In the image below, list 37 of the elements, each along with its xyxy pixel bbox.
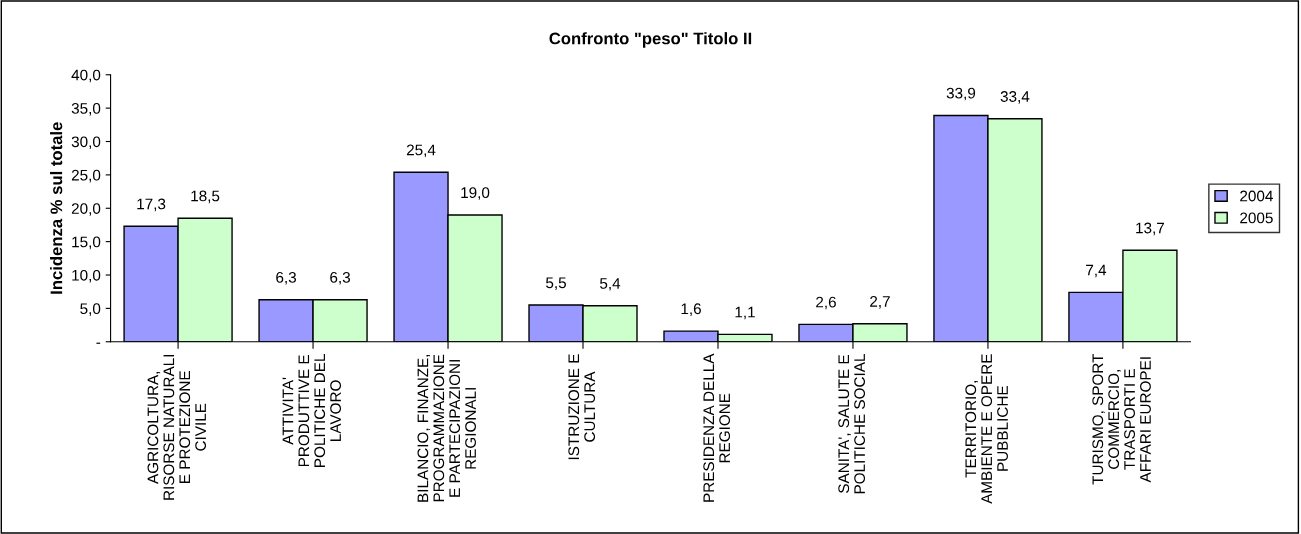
x-tick-label: ATTIVITA' PRODUTTIVE E POLITICHE DEL LAVORO [282, 354, 342, 467]
chart-title: Confronto "peso" Titolo II [549, 32, 752, 48]
y-tick-label: 20,0 [71, 203, 101, 216]
data-label: 5,5 [546, 277, 566, 290]
x-tick-label: SANITA', SALUTE E POLITICHE SOCIAL [838, 354, 866, 494]
data-label: 19,0 [461, 187, 490, 200]
data-label: 7,4 [1086, 264, 1107, 278]
data-label: 2,7 [870, 296, 890, 309]
y-tick-label: 10,0 [72, 269, 101, 283]
x-tick-label: TERRITORIO, AMBIENTE E OPERE PUBBLICHE [965, 354, 1008, 504]
data-label: 33,9 [946, 87, 976, 101]
y-axis-title: Incidenza % sul totale [50, 122, 63, 294]
y-tick-label: 5,0 [80, 303, 101, 316]
x-tick-label: ISTRUZIONE E CULTURA [568, 354, 596, 460]
data-label: 6,3 [330, 271, 350, 285]
data-label: 1,6 [681, 303, 701, 316]
x-tick-label: TURISMO, SPORT COMMERCIO, TRASPORTI E AFFARI EUROPEI [1092, 353, 1151, 485]
data-label: 1,1 [735, 306, 755, 320]
y-tick-label: - [96, 342, 101, 344]
data-label: 5,4 [600, 278, 621, 291]
data-label: 2,6 [816, 296, 836, 310]
y-tick-label: 40,0 [71, 69, 101, 83]
data-label: 17,3 [137, 198, 166, 212]
y-tick-label: 15,0 [72, 236, 101, 250]
data-label: 25,4 [406, 144, 436, 158]
data-label: 6,3 [276, 271, 297, 285]
data-label: 18,5 [191, 190, 220, 204]
y-tick-label: 25,0 [71, 169, 101, 183]
x-tick-label: BILANCIO, FINANZE, PROGRAMMAZIONE E PARTECIPAZIONI REGIONALI [417, 354, 476, 502]
legend-label: 2005 [1240, 212, 1273, 224]
data-label: 13,7 [1136, 222, 1165, 236]
y-tick-label: 35,0 [71, 103, 101, 116]
data-label: 33,4 [1000, 91, 1030, 104]
x-tick-label: PRESIDENZA DELLA REGIONE [703, 353, 731, 502]
x-tick-label: AGRICOLTURA, RISORSE NATURALI E PROTEZIONE CIVILE [147, 354, 207, 500]
legend-label: 2004 [1240, 190, 1273, 202]
y-tick-label: 30,0 [71, 136, 101, 149]
